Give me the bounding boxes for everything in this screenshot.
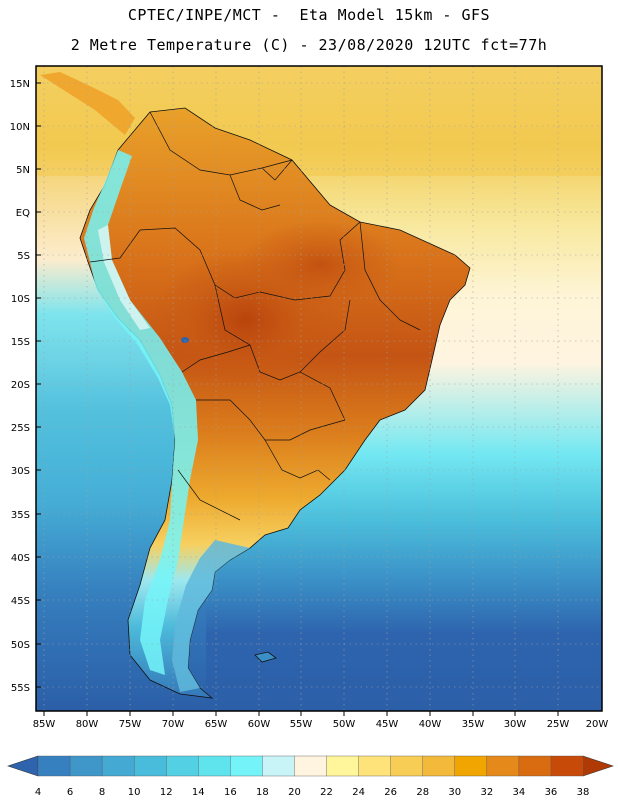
lon-label: 25W [547, 719, 570, 730]
lat-label: 25S [11, 423, 30, 434]
colorbar-cell [69, 755, 103, 777]
colorbar-label: 26 [384, 787, 397, 798]
colorbar-label: 14 [192, 787, 205, 798]
lat-label: 10N [10, 122, 30, 133]
colorbar-label: 4 [35, 787, 41, 798]
lat-label: 30S [11, 466, 30, 477]
lat-label: 5S [17, 251, 30, 262]
lon-ticks [43, 711, 559, 716]
lat-label: 35S [11, 510, 30, 521]
colorbar-cell [101, 755, 135, 777]
lon-label: 65W [205, 719, 228, 730]
colorbar-cell [390, 755, 424, 777]
lat-label: 50S [11, 640, 30, 651]
lon-label: 85W [33, 719, 56, 730]
colorbar-label: 8 [99, 787, 105, 798]
colorbar-label: 6 [67, 787, 73, 798]
lat-labels: 15N 10N 5N EQ 5S 10S 15S 20S 25S 30S 35S… [10, 79, 30, 694]
lon-label: 70W [162, 719, 185, 730]
colorbar-cell [518, 755, 552, 777]
colorbar: 4 6 8 10 12 14 16 18 20 22 24 26 28 30 32 34 36 38 [7, 755, 614, 798]
colorbar-cell [358, 755, 392, 777]
colorbar-label: 32 [480, 787, 493, 798]
colorbar-cell [262, 755, 295, 777]
colorbar-label: 10 [128, 787, 141, 798]
colorbar-label: 12 [160, 787, 173, 798]
country-borders [89, 111, 421, 521]
lat-label: 40S [11, 553, 30, 564]
lon-label: 40W [419, 719, 442, 730]
falklands-island [254, 651, 277, 663]
colorbar-left-arrow [7, 755, 39, 777]
map-title-line2: 2 Metre Temperature (C) - 23/08/2020 12U… [70, 36, 548, 54]
colorbar-label: 24 [352, 787, 365, 798]
colorbar-cell [326, 755, 360, 777]
colorbar-label: 20 [288, 787, 301, 798]
colorbar-cell [166, 755, 199, 777]
map-frame [35, 65, 603, 712]
lat-label: 15S [11, 337, 30, 348]
colorbar-cell [550, 755, 584, 777]
lat-ticks [36, 82, 41, 688]
lat-label: 10S [11, 294, 30, 305]
lon-label: 30W [504, 719, 527, 730]
lat-label: 20S [11, 380, 30, 391]
colorbar-cell [198, 755, 231, 777]
lon-label: 35W [462, 719, 485, 730]
colorbar-label: 34 [513, 787, 526, 798]
colorbar-label: 18 [256, 787, 269, 798]
colorbar-cell [133, 755, 167, 777]
lake-titicaca [181, 337, 189, 343]
lat-label: 55S [11, 683, 30, 694]
colorbar-cell [454, 755, 488, 777]
lat-label: 45S [11, 596, 30, 607]
lon-label: 45W [376, 719, 399, 730]
lon-label: 20W [586, 719, 609, 730]
graticule [36, 66, 602, 711]
colorbar-label: 28 [416, 787, 429, 798]
lon-label: 50W [333, 719, 356, 730]
colorbar-label: 36 [545, 787, 558, 798]
lon-labels: 85W 80W 75W 70W 65W 60W 55W 50W 45W 40W … [33, 719, 609, 730]
lat-label: 15N [10, 79, 30, 90]
colorbar-cell [486, 755, 520, 777]
lon-label: 80W [76, 719, 99, 730]
colorbar-label: 30 [448, 787, 461, 798]
lat-label: EQ [16, 208, 30, 219]
colorbar-cell [294, 755, 328, 777]
colorbar-cell [37, 755, 71, 777]
lat-label: 5N [16, 165, 30, 176]
colorbar-cell [422, 755, 456, 777]
lon-label: 75W [119, 719, 142, 730]
colorbar-label: 38 [577, 787, 590, 798]
colorbar-right-arrow [582, 755, 614, 777]
map-title-line1: CPTEC/INPE/MCT - Eta Model 15km - GFS [127, 6, 491, 24]
lon-label: 55W [290, 719, 313, 730]
colorbar-cell [230, 755, 263, 777]
colorbar-label: 22 [320, 787, 333, 798]
colorbar-label: 16 [224, 787, 237, 798]
temperature-field [36, 66, 602, 711]
lon-label: 60W [248, 719, 271, 730]
